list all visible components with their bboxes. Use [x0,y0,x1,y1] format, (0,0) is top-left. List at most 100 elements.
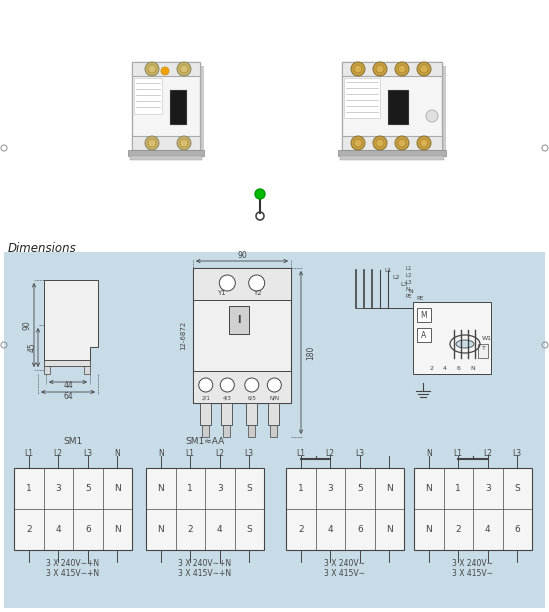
Circle shape [426,110,438,122]
Bar [201,425,209,437]
Circle shape [420,65,428,73]
Polygon shape [44,280,98,360]
Circle shape [376,65,384,73]
Text: L1: L1 [186,449,195,458]
Text: L1: L1 [406,266,412,271]
Text: 6: 6 [514,525,520,534]
Text: N: N [426,449,432,458]
Bar [344,78,380,118]
Bar [146,468,264,550]
Text: 4/3: 4/3 [223,395,232,400]
Circle shape [373,62,387,76]
Text: N: N [425,525,432,534]
Text: 45: 45 [27,343,36,353]
Bar [478,344,488,358]
Text: 2/1: 2/1 [201,395,210,400]
Circle shape [161,67,169,75]
Bar [342,62,442,76]
Bar [130,156,202,160]
Text: 64: 64 [63,392,73,401]
Text: I: I [237,315,241,325]
Text: 1: 1 [26,484,32,493]
Text: N: N [114,525,121,534]
Text: 6: 6 [357,525,363,534]
Text: L3: L3 [406,280,412,285]
Text: N: N [158,449,164,458]
Text: T: T [482,346,486,351]
Text: 4: 4 [217,525,222,534]
Text: L2: L2 [406,273,412,278]
Text: 180: 180 [306,345,316,360]
Text: 4: 4 [327,525,333,534]
Text: 2: 2 [429,366,433,371]
Circle shape [373,136,387,150]
Text: 1: 1 [455,484,461,493]
Circle shape [177,136,191,150]
Text: 3 X 240V∼: 3 X 240V∼ [452,559,494,568]
Text: 12-6872: 12-6872 [180,321,186,350]
Circle shape [354,65,362,73]
Text: PE: PE [406,294,413,299]
Text: L2: L2 [483,449,492,458]
Circle shape [220,378,234,392]
Text: 4: 4 [485,525,491,534]
Bar [229,306,249,334]
Text: 6: 6 [457,366,461,371]
Text: L3: L3 [513,449,522,458]
Text: S: S [247,525,252,534]
Circle shape [245,378,259,392]
Text: S: S [514,484,520,493]
Text: S: S [247,484,252,493]
Text: L2: L2 [392,275,400,280]
Text: N: N [406,287,410,292]
Text: 90: 90 [237,250,247,259]
Bar [248,425,255,437]
Text: N/N: N/N [269,395,279,400]
Bar [221,403,232,425]
Text: 2: 2 [456,525,461,534]
Text: L3: L3 [400,282,407,287]
Circle shape [267,378,281,392]
Text: 2: 2 [298,525,304,534]
Bar [4,252,545,608]
Circle shape [354,139,362,147]
Ellipse shape [456,340,474,348]
Text: 1: 1 [187,484,193,493]
Bar [170,90,186,124]
Text: 44: 44 [63,381,73,390]
Text: 6/5: 6/5 [248,395,256,400]
Bar [44,360,90,366]
Text: N: N [158,484,164,493]
Bar [340,156,444,160]
Bar [246,403,257,425]
Circle shape [180,139,188,147]
Circle shape [398,139,406,147]
Text: L1: L1 [384,268,391,273]
Text: W1: W1 [482,336,492,341]
Bar [128,150,204,156]
Text: L3: L3 [355,449,365,458]
Bar [193,371,291,403]
Text: PE: PE [416,296,423,301]
Circle shape [420,139,428,147]
Bar [132,136,200,150]
Bar [388,90,408,124]
Circle shape [199,378,213,392]
Text: N: N [386,525,393,534]
Text: A: A [422,330,427,340]
Bar [193,268,291,300]
Circle shape [351,136,365,150]
Circle shape [148,139,156,147]
Text: Y1: Y1 [217,290,226,296]
Bar [132,62,200,150]
Text: 3 X 240V∼+N: 3 X 240V∼+N [47,559,99,568]
Text: N: N [386,484,393,493]
Text: SM1: SM1 [63,437,83,446]
Circle shape [177,62,191,76]
Bar [200,403,211,425]
Bar [342,62,442,150]
Text: 2: 2 [187,525,193,534]
Bar [136,66,204,154]
Bar [134,78,162,114]
Bar [338,150,446,156]
